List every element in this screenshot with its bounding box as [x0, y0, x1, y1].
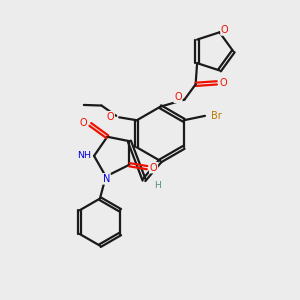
- Text: NH: NH: [77, 151, 91, 160]
- Text: Br: Br: [211, 111, 221, 121]
- Text: H: H: [154, 181, 161, 190]
- Text: N: N: [103, 174, 110, 184]
- Text: O: O: [221, 25, 229, 35]
- Text: O: O: [174, 92, 182, 102]
- Text: O: O: [220, 78, 227, 88]
- Text: O: O: [150, 163, 157, 173]
- Text: O: O: [106, 112, 114, 122]
- Text: O: O: [80, 118, 88, 128]
